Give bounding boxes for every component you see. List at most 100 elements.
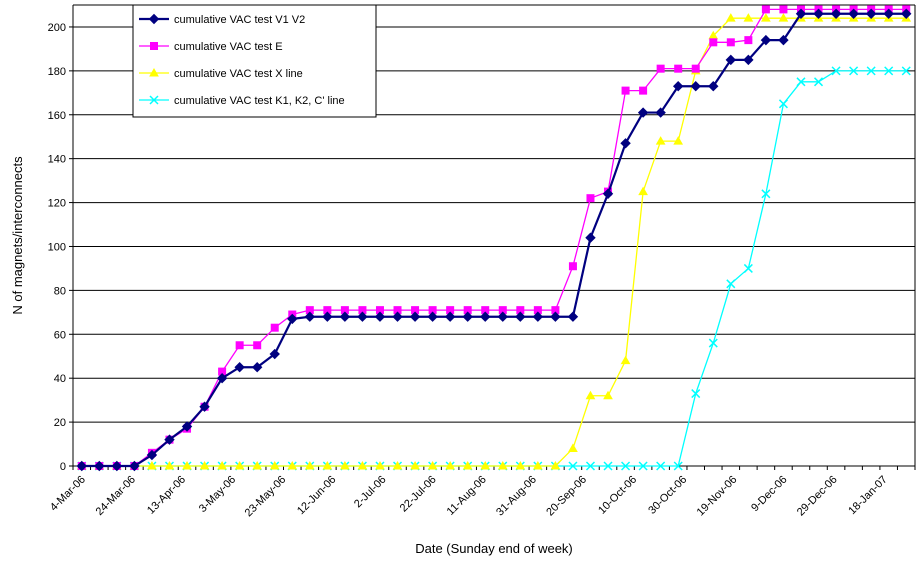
x-tick-label: 3-May-06: [197, 474, 238, 515]
data-point: [603, 390, 613, 400]
data-point: [111, 460, 123, 472]
x-tick-labels: 4-Mar-06 24-Mar-06 13-Apr-06 3-May-06 23-May…: [48, 466, 916, 520]
data-point: [129, 460, 140, 472]
data-point: [638, 461, 648, 471]
data-point: [743, 13, 754, 22]
data-point: [778, 99, 788, 109]
data-point: [585, 390, 596, 400]
y-tick-label: 200: [48, 22, 66, 34]
data-point: [445, 460, 456, 470]
data-point: [515, 311, 526, 322]
x-tick-label: 10-Oct-06: [596, 474, 639, 517]
data-point: [304, 460, 315, 470]
data-point: [620, 355, 631, 365]
data-point: [269, 348, 280, 360]
x-tick-label: 24-Mar-06: [94, 474, 138, 518]
data-point: [322, 311, 333, 322]
y-tick-labels: 0 20 40 60 80 100 120 140 160 180 200: [48, 22, 73, 473]
data-point: [568, 461, 578, 471]
data-point: [76, 460, 87, 472]
x-tick-label: 22-Jul-06: [398, 474, 439, 515]
legend-label: cumulative VAC test X line: [174, 68, 303, 80]
x-tick-label: 30-Oct-06: [646, 474, 689, 517]
x-axis-title: Date (Sunday end of week): [415, 541, 573, 556]
x-tick-label: 11-Aug-06: [445, 474, 489, 518]
data-point: [374, 311, 386, 322]
data-point: [586, 194, 595, 203]
data-point: [392, 460, 403, 470]
data-point: [252, 460, 263, 470]
data-point: [883, 8, 894, 19]
y-tick-label: 140: [48, 154, 66, 166]
data-point: [656, 461, 666, 471]
data-point: [147, 460, 157, 470]
data-point: [725, 13, 736, 22]
data-point: [585, 461, 596, 471]
x-tick-label: 19-Nov-06: [695, 474, 740, 519]
series-lines: [76, 5, 912, 472]
data-point: [410, 460, 420, 470]
data-point: [708, 81, 719, 92]
series-0: [76, 8, 912, 472]
data-point: [743, 263, 753, 273]
data-point: [656, 64, 665, 73]
x-tick-label: 2-Jul-06: [352, 474, 389, 511]
legend-entry: cumulative VAC test X line: [139, 67, 303, 80]
data-point: [638, 186, 648, 196]
data-point: [287, 313, 298, 325]
data-point: [375, 460, 385, 470]
data-point: [253, 341, 262, 350]
x-tick-label: 31-Aug-06: [494, 474, 539, 519]
data-point: [795, 8, 807, 19]
data-point: [164, 434, 175, 445]
data-point: [848, 8, 859, 19]
data-point: [234, 362, 245, 373]
data-point: [813, 77, 824, 87]
data-point: [901, 66, 911, 76]
legend-entry: cumulative VAC test V1 V2: [139, 13, 305, 26]
x-tick-label: 4-Mar-06: [48, 474, 88, 514]
data-point: [672, 81, 684, 92]
data-point: [357, 311, 368, 322]
data-point: [602, 188, 614, 199]
legend-label: cumulative VAC test E: [174, 41, 283, 53]
data-point: [322, 460, 333, 470]
data-point: [462, 311, 473, 322]
data-point: [235, 341, 244, 350]
data-point: [568, 443, 578, 452]
data-point: [148, 13, 160, 25]
data-point: [830, 8, 842, 19]
data-point: [409, 311, 421, 322]
data-point: [181, 421, 193, 432]
y-tick-label: 20: [54, 417, 66, 429]
data-point: [585, 232, 596, 243]
data-point: [761, 189, 771, 199]
data-point: [708, 338, 718, 348]
data-point: [480, 311, 491, 322]
x-tick-label: 23-May-06: [243, 474, 289, 520]
data-point: [150, 42, 158, 50]
data-point: [673, 461, 683, 471]
data-point: [778, 34, 789, 46]
data-point: [866, 66, 876, 76]
x-tick-label: 18-Jan-07: [846, 474, 890, 518]
data-point: [744, 36, 753, 45]
data-point: [234, 460, 245, 470]
data-point: [304, 311, 316, 322]
x-tick-label: 20-Sep-06: [544, 474, 589, 519]
data-point: [778, 13, 789, 22]
x-tick-label: 9-Dec-06: [749, 474, 789, 514]
data-point: [760, 34, 772, 46]
data-point: [655, 136, 666, 145]
data-point: [865, 8, 877, 19]
x-tick-label: 29-Dec-06: [795, 474, 840, 519]
y-tick-label: 180: [48, 66, 66, 78]
data-point: [340, 460, 350, 470]
data-point: [726, 279, 736, 289]
data-point: [743, 54, 754, 66]
data-point: [761, 5, 770, 14]
data-point: [339, 311, 351, 322]
data-point: [674, 64, 683, 73]
